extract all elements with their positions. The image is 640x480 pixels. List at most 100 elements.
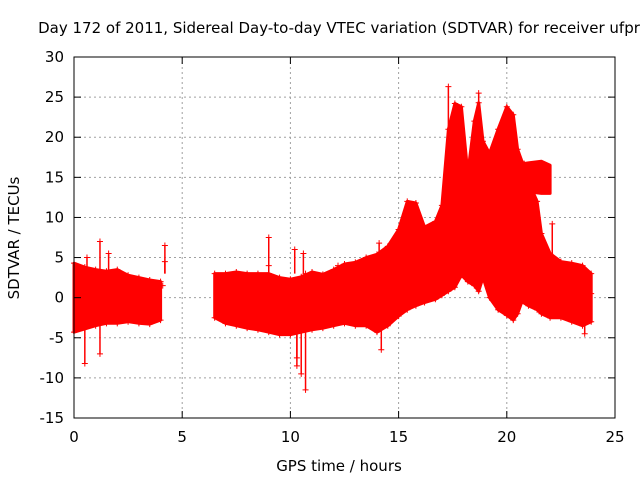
- data-point: [568, 318, 575, 325]
- data-point: [503, 312, 510, 319]
- data-point: [421, 299, 428, 306]
- y-tick-label: 15: [45, 168, 64, 186]
- data-point: [404, 198, 411, 205]
- data-point: [352, 322, 359, 329]
- y-tick-label: -5: [49, 329, 64, 347]
- data-point: [518, 158, 525, 165]
- y-axis-title: SDTVAR / TECUs: [5, 176, 23, 299]
- data-point: [451, 284, 458, 291]
- x-tick-label: 10: [281, 428, 300, 446]
- data-point: [557, 314, 564, 321]
- data-point: [557, 258, 564, 265]
- data-point: [510, 111, 517, 118]
- data-point: [135, 320, 142, 327]
- data-point: [276, 274, 283, 281]
- data-point: [287, 331, 294, 338]
- data-point: [319, 325, 326, 332]
- data-point: [503, 103, 510, 110]
- data-point: [146, 321, 153, 328]
- data-point: [92, 322, 99, 329]
- data-point: [471, 118, 478, 125]
- data-point: [265, 329, 272, 336]
- data-point: [510, 317, 517, 324]
- data-point: [384, 322, 391, 329]
- data-point: [363, 254, 370, 261]
- y-tick-label: 20: [45, 128, 64, 146]
- x-tick-label: 5: [177, 428, 187, 446]
- data-point: [538, 310, 545, 317]
- data-point: [464, 170, 471, 177]
- data-point: [222, 270, 229, 277]
- data-point: [518, 298, 525, 305]
- data-point: [495, 306, 502, 313]
- data-point: [254, 270, 261, 277]
- data-point: [438, 292, 445, 299]
- data-point: [534, 198, 541, 205]
- data-point: [486, 150, 493, 157]
- data-point: [352, 259, 359, 266]
- data-point: [568, 260, 575, 267]
- data-point: [114, 320, 121, 327]
- data-point: [103, 320, 110, 327]
- data-point: [319, 271, 326, 278]
- data-point: [525, 178, 532, 185]
- data-point: [395, 226, 402, 233]
- plot-frame: [73, 56, 616, 419]
- data-point: [211, 270, 218, 277]
- data-point: [363, 322, 370, 329]
- x-tick-label: 0: [69, 428, 79, 446]
- x-axis-title: GPS time / hours: [276, 457, 402, 475]
- data-point: [432, 218, 439, 225]
- data-point: [330, 266, 337, 273]
- data-point: [125, 272, 132, 279]
- data-point: [486, 294, 493, 301]
- data-point: [233, 268, 240, 275]
- data-point: [438, 202, 445, 209]
- data-point: [475, 288, 482, 295]
- data-point: [525, 302, 532, 309]
- data-point: [298, 273, 305, 280]
- data-point: [92, 266, 99, 273]
- data-point: [157, 317, 164, 324]
- data-point: [479, 274, 486, 281]
- y-tick-label: -10: [40, 369, 65, 387]
- data-point: [464, 278, 471, 285]
- data-point: [254, 326, 261, 333]
- data-point: [233, 322, 240, 329]
- data-point: [479, 138, 486, 145]
- data-point: [514, 310, 521, 317]
- data-point: [579, 262, 586, 269]
- data-point: [341, 260, 348, 267]
- data-point: [588, 290, 595, 297]
- data-point: [373, 329, 380, 336]
- chart-title: Day 172 of 2011, Sidereal Day-to-day VTE…: [38, 19, 640, 37]
- data-point: [244, 270, 251, 277]
- data-point: [514, 146, 521, 153]
- data-point: [445, 288, 452, 295]
- data-point: [159, 282, 166, 289]
- data-point: [588, 270, 595, 277]
- y-tick-label: 5: [54, 249, 64, 267]
- data-point: [471, 282, 478, 289]
- data-point: [421, 224, 428, 231]
- data-point: [458, 103, 465, 110]
- data-point: [135, 274, 142, 281]
- data-point: [538, 230, 545, 237]
- data-point: [309, 268, 316, 275]
- x-tick-label: 20: [497, 428, 516, 446]
- data-point: [495, 126, 502, 133]
- data-point: [395, 313, 402, 320]
- data-point: [211, 314, 218, 321]
- data-point: [222, 320, 229, 327]
- data-point: [309, 326, 316, 333]
- data-point: [534, 306, 541, 313]
- data-point: [451, 100, 458, 107]
- data-point: [146, 277, 153, 284]
- data-point: [384, 243, 391, 250]
- x-tick-label: 15: [389, 428, 408, 446]
- data-point: [341, 320, 348, 327]
- data-point: [287, 276, 294, 283]
- data-point: [412, 302, 419, 309]
- data-series: [71, 83, 595, 393]
